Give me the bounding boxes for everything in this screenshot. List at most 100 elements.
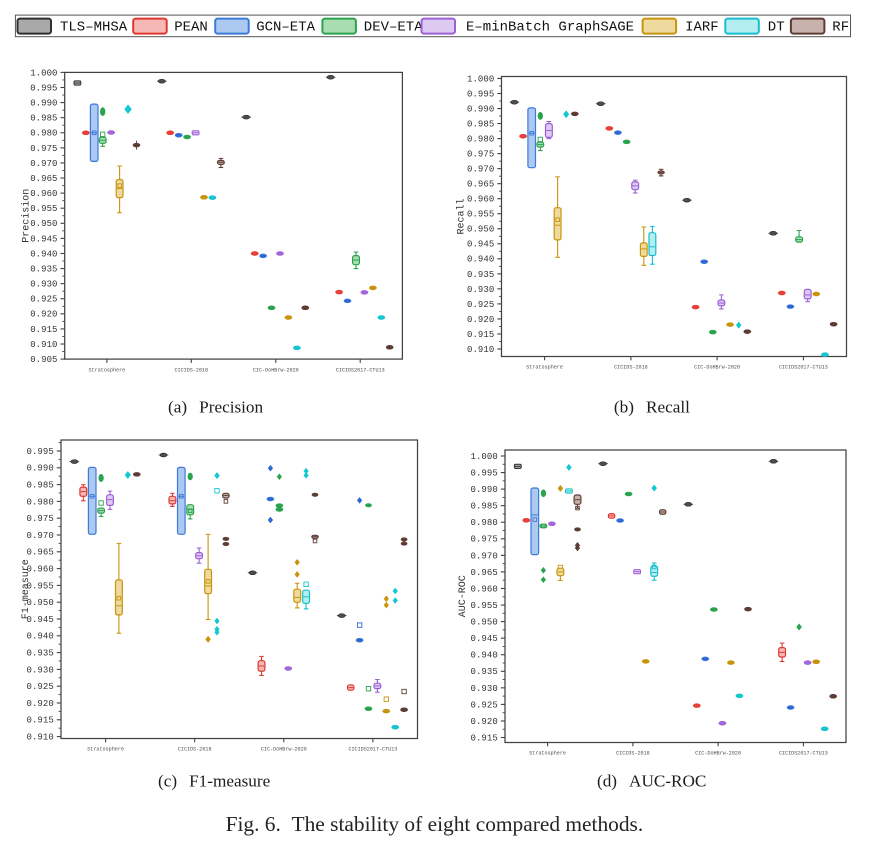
svg-text:IARF: IARF	[685, 19, 719, 35]
svg-text:0.960: 0.960	[467, 195, 494, 205]
svg-text:0.930: 0.930	[467, 285, 494, 295]
svg-text:0.910: 0.910	[467, 345, 494, 355]
svg-text:CICIDS-2018: CICIDS-2018	[174, 367, 208, 373]
svg-text:0.955: 0.955	[467, 210, 494, 220]
svg-text:(b) Recall: (b) Recall	[614, 397, 690, 416]
svg-text:0.960: 0.960	[471, 584, 498, 594]
svg-text:Stratosphere: Stratosphere	[87, 747, 124, 753]
svg-text:1.000: 1.000	[30, 68, 57, 78]
svg-text:0.950: 0.950	[467, 225, 494, 235]
svg-text:0.940: 0.940	[27, 632, 54, 642]
svg-text:0.995: 0.995	[30, 83, 57, 93]
svg-text:0.985: 0.985	[30, 114, 57, 124]
svg-text:0.940: 0.940	[471, 651, 498, 661]
svg-text:0.955: 0.955	[30, 204, 57, 214]
svg-text:CIC-DoHBrw-2020: CIC-DoHBrw-2020	[695, 751, 741, 757]
svg-text:F1-measure: F1-measure	[21, 559, 32, 619]
svg-text:CICIDS-2018: CICIDS-2018	[614, 365, 648, 371]
svg-text:Stratosphere: Stratosphere	[529, 751, 566, 757]
svg-text:0.940: 0.940	[30, 249, 57, 259]
svg-text:RF: RF	[832, 19, 849, 35]
svg-text:0.985: 0.985	[27, 480, 54, 490]
svg-text:0.920: 0.920	[471, 717, 498, 727]
svg-text:0.975: 0.975	[471, 535, 498, 545]
svg-text:0.990: 0.990	[471, 485, 498, 495]
svg-text:0.960: 0.960	[27, 564, 54, 574]
svg-text:CICIDS-2018: CICIDS-2018	[178, 747, 212, 753]
svg-text:0.915: 0.915	[27, 716, 54, 726]
svg-text:CICIDS2017-CTU13: CICIDS2017-CTU13	[779, 365, 828, 371]
svg-text:0.950: 0.950	[471, 618, 498, 628]
svg-text:0.925: 0.925	[27, 682, 54, 692]
svg-text:CICIDS2017-CTU13: CICIDS2017-CTU13	[348, 747, 397, 753]
svg-text:1.000: 1.000	[467, 74, 494, 84]
svg-text:0.945: 0.945	[27, 615, 54, 625]
svg-text:0.935: 0.935	[467, 270, 494, 280]
svg-text:0.935: 0.935	[30, 264, 57, 274]
svg-text:Stratosphere: Stratosphere	[89, 367, 126, 373]
svg-text:0.965: 0.965	[30, 174, 57, 184]
svg-text:DT: DT	[768, 19, 785, 35]
svg-text:0.970: 0.970	[27, 531, 54, 541]
svg-text:0.955: 0.955	[471, 601, 498, 611]
svg-text:0.920: 0.920	[467, 315, 494, 325]
svg-text:0.975: 0.975	[467, 150, 494, 160]
svg-text:CICIDS2017-CTU13: CICIDS2017-CTU13	[779, 751, 828, 757]
svg-text:0.965: 0.965	[467, 180, 494, 190]
svg-text:0.925: 0.925	[471, 700, 498, 710]
svg-text:0.970: 0.970	[30, 159, 57, 169]
svg-text:0.920: 0.920	[30, 310, 57, 320]
svg-text:0.940: 0.940	[467, 255, 494, 265]
svg-text:E–minBatch GraphSAGE: E–minBatch GraphSAGE	[466, 19, 634, 35]
svg-text:0.915: 0.915	[30, 325, 57, 335]
svg-text:CIC-DoHBrw-2020: CIC-DoHBrw-2020	[261, 747, 307, 753]
svg-text:0.975: 0.975	[27, 514, 54, 524]
svg-text:0.930: 0.930	[30, 280, 57, 290]
svg-text:DEV–ETA: DEV–ETA	[364, 19, 423, 35]
svg-text:Recall: Recall	[455, 198, 467, 234]
svg-text:0.935: 0.935	[471, 667, 498, 677]
svg-text:0.910: 0.910	[30, 340, 57, 350]
svg-text:Stratosphere: Stratosphere	[526, 365, 563, 371]
svg-text:0.995: 0.995	[27, 447, 54, 457]
svg-text:0.960: 0.960	[30, 189, 57, 199]
svg-text:AUC-ROC: AUC-ROC	[458, 575, 469, 617]
svg-text:CIC-DoHBrw-2020: CIC-DoHBrw-2020	[253, 367, 299, 373]
svg-text:0.985: 0.985	[467, 119, 494, 129]
svg-text:0.990: 0.990	[27, 464, 54, 474]
svg-text:0.910: 0.910	[27, 732, 54, 742]
svg-text:CICIDS2017-CTU13: CICIDS2017-CTU13	[336, 367, 385, 373]
svg-text:(d) AUC-ROC: (d) AUC-ROC	[597, 772, 706, 791]
svg-text:0.985: 0.985	[471, 502, 498, 512]
svg-text:Fig. 6. The stability of eight: Fig. 6. The stability of eight compared …	[226, 812, 644, 836]
svg-text:0.995: 0.995	[467, 89, 494, 99]
svg-text:CIC-DoHBrw-2020: CIC-DoHBrw-2020	[694, 365, 740, 371]
svg-text:0.990: 0.990	[467, 104, 494, 114]
svg-text:0.965: 0.965	[27, 548, 54, 558]
svg-text:0.970: 0.970	[471, 551, 498, 561]
svg-text:TLS–MHSA: TLS–MHSA	[60, 19, 128, 35]
svg-text:0.920: 0.920	[27, 699, 54, 709]
svg-text:0.905: 0.905	[30, 355, 57, 365]
svg-text:GCN–ETA: GCN–ETA	[256, 19, 315, 35]
svg-text:0.945: 0.945	[30, 234, 57, 244]
svg-text:0.980: 0.980	[27, 497, 54, 507]
svg-text:0.970: 0.970	[467, 165, 494, 175]
svg-text:0.950: 0.950	[27, 598, 54, 608]
svg-text:0.975: 0.975	[30, 144, 57, 154]
svg-text:0.965: 0.965	[471, 568, 498, 578]
svg-text:0.980: 0.980	[467, 135, 494, 145]
svg-text:0.915: 0.915	[471, 733, 498, 743]
svg-text:PEAN: PEAN	[174, 19, 208, 35]
svg-text:0.980: 0.980	[471, 518, 498, 528]
svg-text:(c) F1-measure: (c) F1-measure	[158, 772, 271, 791]
svg-text:0.980: 0.980	[30, 129, 57, 139]
svg-text:0.955: 0.955	[27, 581, 54, 591]
svg-text:0.995: 0.995	[471, 468, 498, 478]
svg-text:0.950: 0.950	[30, 219, 57, 229]
svg-text:0.945: 0.945	[471, 634, 498, 644]
svg-text:CICIDS-2018: CICIDS-2018	[616, 751, 650, 757]
svg-text:0.945: 0.945	[467, 240, 494, 250]
svg-text:0.925: 0.925	[467, 300, 494, 310]
svg-text:0.930: 0.930	[471, 684, 498, 694]
